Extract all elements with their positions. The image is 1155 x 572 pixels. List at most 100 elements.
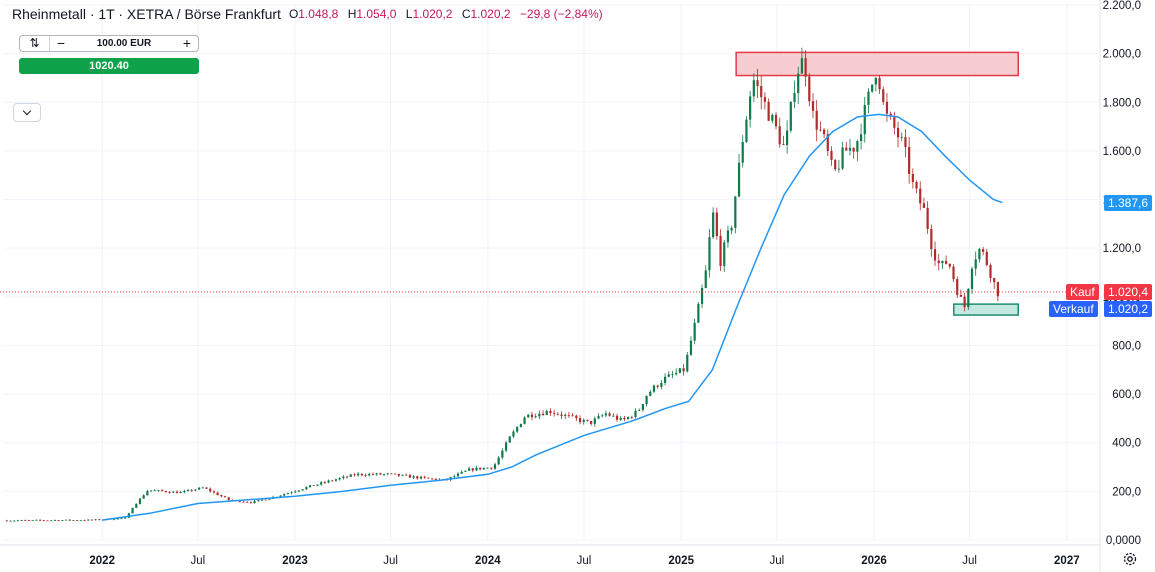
candle-body [737, 162, 741, 197]
close-value: 1.020,2 [470, 7, 511, 21]
open-label: O [288, 7, 299, 21]
quantity-value[interactable]: 100.00 EUR [96, 38, 152, 49]
candle-body [908, 147, 911, 175]
candle-body [297, 490, 301, 492]
candle-body [656, 385, 659, 387]
candle-body [649, 391, 652, 396]
candle-body [586, 419, 589, 422]
candle-body [87, 519, 90, 521]
candle-body [904, 137, 907, 148]
candle-body [227, 497, 230, 500]
candle-body [27, 520, 31, 521]
candle-body [260, 499, 264, 501]
candle-body [382, 474, 386, 475]
candle-body [345, 476, 349, 478]
candle-body [741, 142, 744, 163]
candle-body [13, 520, 16, 522]
candle-body [161, 490, 164, 492]
symbol-title[interactable]: Rheinmetall · 1T · XETRA / Börse Frankfu… [12, 6, 281, 22]
candle-body [493, 464, 497, 469]
candle-body [242, 501, 245, 503]
candle-body [523, 417, 526, 424]
candle-body [35, 519, 38, 521]
candle-body [930, 228, 933, 250]
candle-body [663, 376, 667, 383]
chart-gridlines [5, 4, 1098, 541]
candle-body [819, 129, 822, 131]
candle-body [305, 487, 308, 490]
candle-body [257, 499, 260, 501]
candle-body [671, 374, 674, 376]
candle-body [61, 520, 64, 522]
candle-body [974, 259, 977, 269]
candle-body [149, 490, 153, 492]
candle-body [334, 479, 338, 481]
candle-body [841, 147, 844, 169]
y-tick-label: 600,0 [1112, 389, 1141, 401]
candle-body [848, 147, 852, 151]
candle-body [712, 212, 715, 238]
candle-body [985, 251, 988, 266]
candle-body [39, 519, 42, 521]
candle-body [479, 467, 482, 470]
candle-body [945, 260, 948, 264]
candle-body [31, 520, 34, 521]
candle-body [793, 93, 796, 102]
candle-body [919, 188, 922, 204]
support-zone[interactable] [953, 303, 1019, 316]
candle-body [900, 137, 903, 138]
candle-body [959, 294, 963, 297]
candle-body [693, 322, 696, 341]
candle-body [845, 147, 848, 151]
high-label: H [347, 7, 357, 21]
candle-body [922, 203, 926, 208]
candle-body [146, 490, 149, 496]
candle-body [168, 492, 171, 493]
candle-body [112, 519, 116, 521]
candle-body [316, 484, 319, 486]
decrease-button[interactable]: − [56, 35, 66, 51]
open-value: 1.048,8 [298, 7, 339, 21]
candle-body [745, 119, 748, 143]
candle-body [212, 491, 216, 493]
candle-body [157, 490, 160, 491]
candle-body [530, 414, 534, 418]
candle-body [723, 242, 726, 266]
candle-body [46, 520, 49, 522]
candle-body [453, 476, 456, 478]
y-tick-label: 200,0 [1112, 486, 1141, 498]
trade-price-button[interactable]: 1020.40 [19, 58, 199, 74]
candle-body [615, 415, 619, 420]
candle-body [431, 478, 434, 480]
candle-body [612, 415, 615, 417]
candle-body [697, 303, 700, 323]
candle-body [730, 227, 733, 231]
candle-body [94, 519, 97, 521]
increase-button[interactable]: + [182, 35, 192, 51]
candle-body [634, 410, 637, 418]
quantity-stepper[interactable]: ⇅ − 100.00 EUR + [19, 35, 199, 52]
candle-body [926, 207, 929, 229]
buy-price-label: Kauf [1066, 283, 1099, 300]
candle-body [323, 482, 326, 484]
candle-body [482, 467, 485, 470]
gear-icon[interactable] [1122, 551, 1138, 567]
candle-body [375, 473, 378, 475]
candle-body [138, 498, 142, 504]
candle-body [186, 489, 190, 491]
candle-body [253, 500, 256, 503]
candle-body [763, 97, 767, 102]
candle-body [878, 77, 881, 90]
swap-icon[interactable]: ⇅ [20, 36, 50, 51]
candle-body [405, 474, 408, 476]
candle-body [190, 489, 193, 491]
candle-body [749, 96, 752, 120]
sell-price-tag: 1.020,2 [1104, 300, 1153, 317]
low-value: 1.020,2 [412, 7, 453, 21]
candle-body [626, 416, 630, 420]
chevron-down-icon[interactable] [13, 103, 41, 122]
time-axis[interactable]: 2022 Jul 2023 Jul 2024 Jul 2025 Jul 2026 Jul 2027 [0, 544, 1100, 567]
candle-body [863, 104, 866, 135]
resistance-zone[interactable] [735, 51, 1019, 77]
